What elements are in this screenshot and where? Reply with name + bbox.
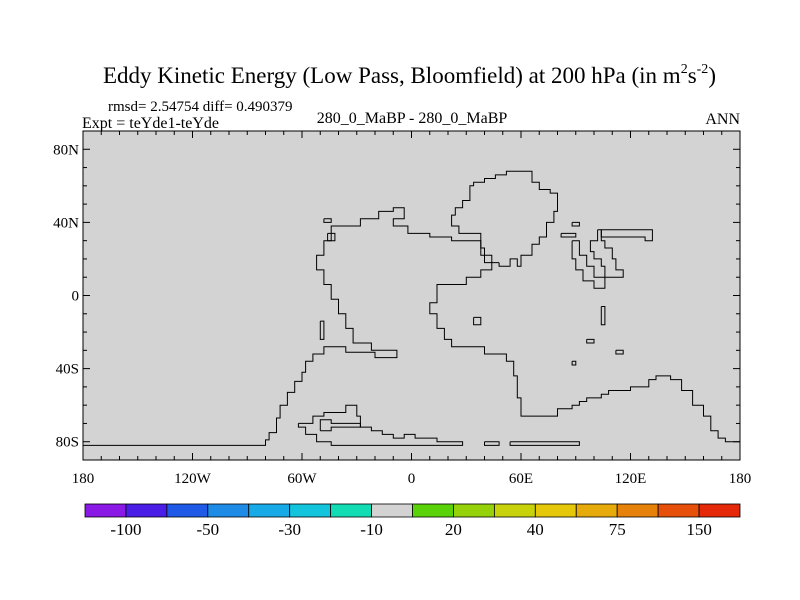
colorbar: -100 -50 -30 -10 20 40 75 150: [84, 503, 741, 539]
colorbar-label: 20: [445, 520, 462, 539]
x-tick-label: 180: [72, 471, 95, 487]
y-tick-label: 80N: [53, 142, 79, 158]
colorbar-label: 150: [686, 520, 712, 539]
coastlines: [83, 170, 740, 446]
coastline-9: [473, 316, 482, 326]
colorbar-swatch: [493, 503, 536, 518]
coastline-18: [509, 441, 580, 446]
coastline-14: [571, 221, 580, 227]
x-tick-label: 0: [408, 471, 416, 487]
coastline-12: [586, 338, 595, 344]
x-tick-label: 60E: [509, 471, 533, 487]
colorbar-swatch: [248, 503, 291, 518]
y-tick-label: 80S: [56, 435, 79, 451]
colorbar-swatch: [330, 503, 372, 518]
colorbar-label: 75: [609, 520, 626, 539]
coastline-1: [451, 170, 558, 267]
season-label: ANN: [705, 111, 740, 128]
map-frame: [82, 130, 741, 461]
coastline-2: [560, 232, 577, 238]
y-tick-label: 0: [72, 289, 80, 305]
colorbar-label: -100: [110, 520, 141, 539]
stats-label: rmsd= 2.54754 diff= 0.490379: [108, 99, 293, 115]
coastline-3: [571, 240, 606, 289]
map-field: [83, 131, 740, 460]
case-label: 280_0_MaBP - 280_0_MaBP: [317, 110, 508, 127]
x-tick-label: 120W: [174, 471, 212, 487]
colorbar-swatch: [289, 503, 332, 518]
coastline-10: [571, 360, 577, 366]
colorbar-label: -50: [196, 520, 219, 539]
colorbar-swatch: [125, 503, 168, 518]
axis-ticks: 180 120W 60W 0 60E 120E 180 80N 40N 0 40S 80S: [53, 130, 752, 487]
colorbar-swatch: [698, 503, 741, 518]
colorbar-swatch: [207, 503, 250, 518]
expt-label: Expt = teYde1-teYde: [82, 115, 219, 132]
colorbar-swatch: [616, 503, 659, 518]
coastline-17: [484, 441, 500, 446]
x-tick-label: 120E: [615, 471, 647, 487]
x-tick-label: 60W: [287, 471, 317, 487]
coastline-13: [615, 349, 624, 355]
coastline-5: [600, 229, 653, 242]
y-tick-label: 40N: [53, 215, 79, 231]
coastline-6: [323, 218, 332, 223]
coastline-7: [327, 232, 336, 242]
coastline-8: [319, 320, 325, 340]
colorbar-swatch: [412, 503, 454, 518]
coastline-4: [589, 229, 624, 278]
colorbar-swatch: [84, 503, 127, 518]
colorbar-label: -30: [278, 520, 301, 539]
x-tick-label: 180: [729, 471, 752, 487]
colorbar-swatch: [534, 503, 577, 518]
colorbar-label: 40: [527, 520, 544, 539]
coastline-15: [297, 404, 464, 446]
colorbar-swatch: [166, 503, 209, 518]
coastline-16: [319, 419, 361, 432]
colorbar-label: -10: [360, 520, 383, 539]
colorbar-swatch: [575, 503, 618, 518]
colorbar-swatch: [371, 503, 413, 518]
y-tick-label: 40S: [56, 362, 79, 378]
colorbar-swatch: [453, 503, 495, 518]
chart-title: Eddy Kinetic Energy (Low Pass, Bloomfiel…: [103, 62, 716, 88]
colorbar-swatch: [657, 503, 700, 518]
coastline-11: [600, 306, 606, 326]
